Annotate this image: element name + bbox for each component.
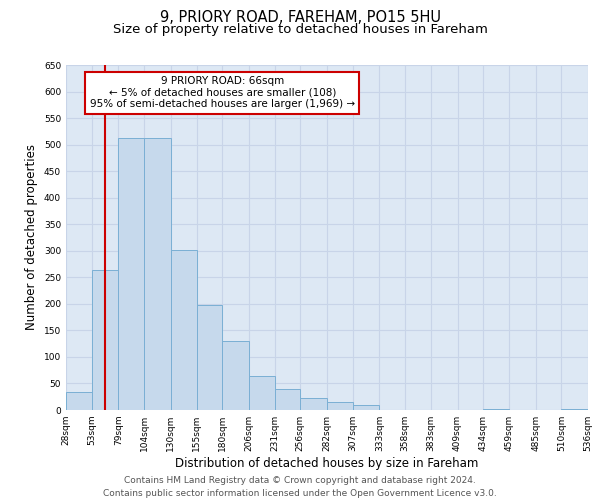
Bar (66, 392, 92, 410)
X-axis label: Distribution of detached houses by size in Fareham: Distribution of detached houses by size … (175, 457, 479, 470)
Bar (353, 405, 379, 410)
Text: 9, PRIORY ROAD, FAREHAM, PO15 5HU: 9, PRIORY ROAD, FAREHAM, PO15 5HU (160, 10, 440, 25)
Text: 9 PRIORY ROAD: 66sqm
← 5% of detached houses are smaller (108)
95% of semi-detac: 9 PRIORY ROAD: 66sqm ← 5% of detached ho… (89, 76, 355, 110)
Y-axis label: Number of detached properties: Number of detached properties (25, 144, 38, 330)
Bar (171, 250, 197, 410)
Bar (249, 376, 275, 410)
Text: Contains HM Land Registry data © Crown copyright and database right 2024.
Contai: Contains HM Land Registry data © Crown c… (103, 476, 497, 498)
Bar (275, 389, 300, 410)
Bar (327, 402, 353, 410)
Bar (118, 138, 144, 410)
Text: Size of property relative to detached houses in Fareham: Size of property relative to detached ho… (113, 22, 487, 36)
Bar (222, 341, 249, 410)
Bar (197, 306, 222, 410)
Bar (92, 270, 118, 410)
Bar (300, 398, 327, 410)
Bar (144, 138, 171, 410)
